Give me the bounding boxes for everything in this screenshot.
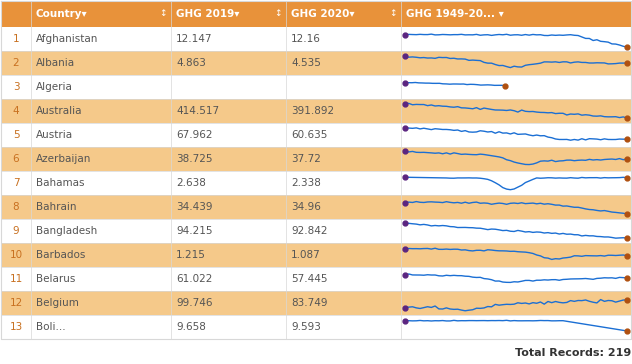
Text: Bangladesh: Bangladesh — [36, 226, 97, 236]
Text: 11: 11 — [9, 274, 23, 284]
Text: Australia: Australia — [36, 106, 83, 116]
Text: 13: 13 — [9, 322, 23, 332]
Bar — [1, 171, 631, 195]
Text: 2: 2 — [13, 58, 20, 68]
Text: Belgium: Belgium — [36, 298, 79, 308]
Text: 6: 6 — [13, 154, 20, 164]
Text: Barbados: Barbados — [36, 250, 85, 260]
Bar — [1, 267, 631, 291]
Text: 7: 7 — [13, 178, 20, 188]
Text: ↕: ↕ — [389, 9, 397, 19]
Text: 94.215: 94.215 — [176, 226, 212, 236]
Bar — [1, 243, 631, 267]
Text: 4: 4 — [13, 106, 20, 116]
Text: 60.635: 60.635 — [291, 130, 327, 140]
Text: 5: 5 — [13, 130, 20, 140]
Text: Afghanistan: Afghanistan — [36, 34, 99, 44]
Text: 8: 8 — [13, 202, 20, 212]
Text: 61.022: 61.022 — [176, 274, 212, 284]
Text: 1: 1 — [13, 34, 20, 44]
Bar — [1, 123, 631, 147]
Text: Albania: Albania — [36, 58, 75, 68]
Text: Belarus: Belarus — [36, 274, 75, 284]
Text: 414.517: 414.517 — [176, 106, 219, 116]
Text: 38.725: 38.725 — [176, 154, 212, 164]
Text: 92.842: 92.842 — [291, 226, 327, 236]
Text: Azerbaijan: Azerbaijan — [36, 154, 92, 164]
Text: 37.72: 37.72 — [291, 154, 321, 164]
Text: 57.445: 57.445 — [291, 274, 327, 284]
Text: Bahrain: Bahrain — [36, 202, 76, 212]
Text: 34.96: 34.96 — [291, 202, 321, 212]
Text: 83.749: 83.749 — [291, 298, 327, 308]
Text: 9.658: 9.658 — [176, 322, 206, 332]
Text: 67.962: 67.962 — [176, 130, 212, 140]
Text: 9: 9 — [13, 226, 20, 236]
Text: 10: 10 — [9, 250, 23, 260]
Bar — [1, 51, 631, 75]
Text: 99.746: 99.746 — [176, 298, 212, 308]
Text: 3: 3 — [13, 82, 20, 92]
Bar — [1, 147, 631, 171]
Text: 12: 12 — [9, 298, 23, 308]
Bar — [1, 99, 631, 123]
Bar — [1, 27, 631, 51]
Bar — [1, 1, 631, 27]
Bar — [1, 291, 631, 315]
Bar — [1, 75, 631, 99]
Text: 34.439: 34.439 — [176, 202, 212, 212]
Text: Total Records: 219: Total Records: 219 — [514, 348, 631, 358]
Text: Bahamas: Bahamas — [36, 178, 85, 188]
Text: Austria: Austria — [36, 130, 73, 140]
Text: 12.147: 12.147 — [176, 34, 212, 44]
Text: GHG 1949-20... ▾: GHG 1949-20... ▾ — [406, 9, 504, 19]
Text: 12.16: 12.16 — [291, 34, 321, 44]
Text: Boli...: Boli... — [36, 322, 66, 332]
Text: 1.087: 1.087 — [291, 250, 321, 260]
Text: Algeria: Algeria — [36, 82, 73, 92]
Text: 4.535: 4.535 — [291, 58, 321, 68]
Text: 2.338: 2.338 — [291, 178, 321, 188]
Text: ↕: ↕ — [159, 9, 167, 19]
Text: 391.892: 391.892 — [291, 106, 334, 116]
Text: Country▾: Country▾ — [36, 9, 88, 19]
Text: 2.638: 2.638 — [176, 178, 206, 188]
Text: GHG 2019▾: GHG 2019▾ — [176, 9, 240, 19]
Text: 4.863: 4.863 — [176, 58, 206, 68]
Bar — [1, 195, 631, 219]
Text: 9.593: 9.593 — [291, 322, 321, 332]
Bar — [1, 315, 631, 339]
Text: 1.215: 1.215 — [176, 250, 206, 260]
Bar — [1, 219, 631, 243]
Text: ↕: ↕ — [274, 9, 282, 19]
Text: GHG 2020▾: GHG 2020▾ — [291, 9, 355, 19]
